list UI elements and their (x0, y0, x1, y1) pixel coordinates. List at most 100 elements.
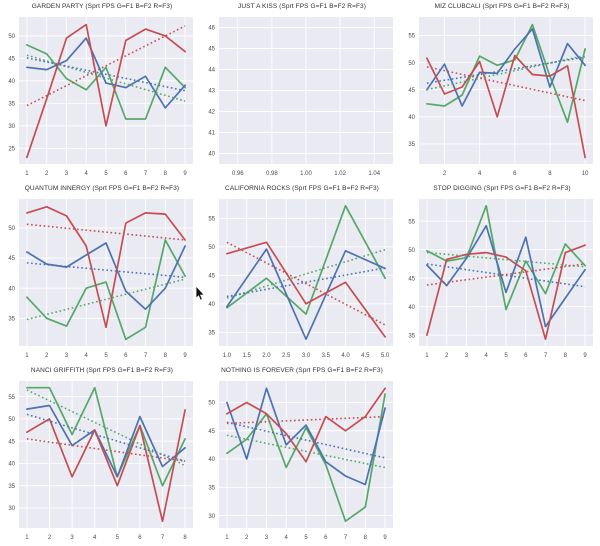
svg-text:3: 3 (65, 353, 69, 359)
svg-text:45: 45 (208, 274, 215, 280)
svg-text:6: 6 (124, 353, 128, 359)
svg-text:1: 1 (25, 353, 29, 359)
chart-title: NANCI GRIFFITH (Sprt FPS G=F1 B=F2 R=F3) (30, 367, 174, 374)
svg-text:7: 7 (344, 535, 348, 541)
svg-text:45: 45 (408, 88, 415, 94)
svg-text:40: 40 (8, 79, 15, 85)
svg-text:0.98: 0.98 (266, 171, 278, 177)
svg-text:8: 8 (364, 535, 368, 541)
mouse-cursor-icon[interactable] (195, 286, 206, 302)
svg-text:40: 40 (408, 115, 415, 121)
svg-text:40: 40 (208, 302, 215, 308)
svg-text:45: 45 (8, 256, 15, 262)
svg-text:7: 7 (144, 171, 148, 177)
svg-text:7: 7 (161, 535, 165, 541)
svg-text:0.96: 0.96 (232, 171, 244, 177)
chart-miz-clubcali: MIZ CLUBCALI (Sprt FPS G=F1 B=F2 R=F3) 3… (400, 0, 600, 182)
svg-text:40: 40 (208, 152, 215, 158)
svg-text:8: 8 (183, 535, 187, 541)
svg-text:1: 1 (225, 535, 229, 541)
svg-text:35: 35 (8, 316, 15, 322)
svg-text:6: 6 (124, 171, 128, 177)
svg-text:40: 40 (8, 286, 15, 292)
svg-text:9: 9 (383, 535, 387, 541)
svg-text:2.5: 2.5 (282, 353, 291, 359)
chart-just-a-kiss: JUST A KISS (Sprt FPS G=F1 B=F2 R=F3) 40… (200, 0, 400, 182)
chart-canvas: 35 40 45 50 55 1.0 1.5 2.0 2.5 3.0 3.5 4.0 4.5 5.0 (208, 199, 393, 359)
svg-text:4: 4 (85, 171, 89, 177)
svg-text:5: 5 (104, 171, 108, 177)
chart-nothing-is-forever: NOTHING IS FOREVER (Sprt FPS G=F1 B=F2 R… (200, 364, 400, 546)
svg-text:50: 50 (208, 401, 215, 407)
svg-text:3.5: 3.5 (322, 353, 331, 359)
chart-title: NOTHING IS FOREVER (Sprt FPS G=F1 B=F2 R… (221, 367, 383, 374)
svg-text:4: 4 (85, 353, 89, 359)
svg-text:9: 9 (183, 171, 187, 177)
svg-text:1.02: 1.02 (334, 171, 346, 177)
svg-text:40: 40 (408, 305, 415, 311)
svg-text:4.0: 4.0 (341, 353, 350, 359)
svg-text:2: 2 (48, 535, 52, 541)
svg-text:7: 7 (144, 353, 148, 359)
chart-title: QUANTUM INNERGY (Sprt FPS G=F1 B=F2 R=F3… (24, 185, 180, 192)
svg-text:2: 2 (445, 353, 449, 359)
svg-text:3: 3 (70, 535, 74, 541)
chart-canvas: 40 41 42 43 44 45 46 0.96 0.98 1.00 1.02 1.04 (208, 17, 393, 177)
svg-text:50: 50 (408, 61, 415, 67)
svg-text:9: 9 (183, 353, 187, 359)
svg-text:50: 50 (8, 226, 15, 232)
svg-text:35: 35 (208, 331, 215, 337)
svg-text:55: 55 (208, 217, 215, 223)
svg-text:2: 2 (45, 171, 49, 177)
chart-title: JUST A KISS (Sprt FPS G=F1 B=F2 R=F3) (237, 3, 367, 10)
svg-text:4.5: 4.5 (361, 353, 370, 359)
svg-text:30: 30 (8, 124, 15, 130)
svg-text:45: 45 (8, 57, 15, 63)
svg-text:45: 45 (408, 276, 415, 282)
chart-garden-party: GARDEN PARTY (Sprt FPS G=F1 B=F2 R=F3) 2… (0, 0, 200, 182)
svg-text:4: 4 (485, 353, 489, 359)
svg-text:50: 50 (208, 245, 215, 251)
svg-text:35: 35 (408, 142, 415, 148)
svg-text:3: 3 (265, 535, 269, 541)
chart-nanci-griffith: NANCI GRIFFITH (Sprt FPS G=F1 B=F2 R=F3)… (0, 364, 200, 546)
svg-text:30: 30 (8, 506, 15, 512)
svg-text:4: 4 (285, 535, 289, 541)
svg-text:5.0: 5.0 (381, 353, 390, 359)
svg-text:7: 7 (544, 353, 548, 359)
svg-text:50: 50 (8, 417, 15, 423)
svg-text:10: 10 (582, 171, 589, 177)
svg-text:4: 4 (478, 171, 482, 177)
svg-text:35: 35 (408, 333, 415, 339)
svg-text:50: 50 (8, 34, 15, 40)
svg-text:45: 45 (208, 47, 215, 53)
chart-title: MIZ CLUBCALI (Sprt FPS G=F1 B=F2 R=F3) (434, 3, 570, 10)
svg-text:2.0: 2.0 (262, 353, 271, 359)
svg-text:8: 8 (164, 353, 168, 359)
svg-text:8: 8 (548, 171, 552, 177)
svg-text:5: 5 (304, 535, 308, 541)
chart-stop-digging: STOP DIGGING (Sprt FPS G=F1 B=F2 R=F3) 3… (400, 182, 600, 364)
svg-text:5: 5 (116, 535, 120, 541)
svg-text:1: 1 (25, 535, 29, 541)
svg-text:2: 2 (245, 535, 249, 541)
svg-text:40: 40 (208, 457, 215, 463)
svg-text:4: 4 (93, 535, 97, 541)
svg-text:6: 6 (513, 171, 517, 177)
chart-title: STOP DIGGING (Sprt FPS G=F1 B=F2 R=F3) (433, 185, 571, 192)
svg-text:55: 55 (8, 395, 15, 401)
svg-text:25: 25 (8, 146, 15, 152)
svg-text:9: 9 (583, 353, 587, 359)
svg-text:55: 55 (408, 219, 415, 225)
svg-text:1.0: 1.0 (223, 353, 232, 359)
empty-cell (400, 364, 600, 546)
svg-text:1: 1 (25, 171, 29, 177)
svg-text:8: 8 (164, 171, 168, 177)
svg-text:5: 5 (504, 353, 508, 359)
svg-text:43: 43 (208, 89, 215, 95)
